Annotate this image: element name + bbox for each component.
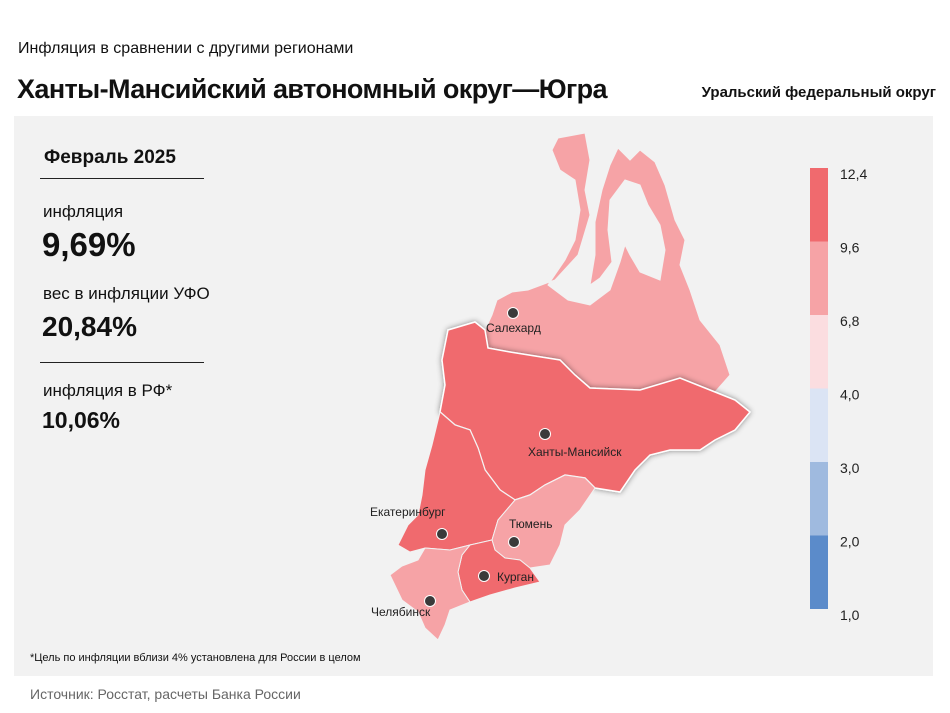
page-title: Ханты-Мансийский автономный округ—Югра [17, 74, 608, 104]
city-label-ekb: Екатеринбург [370, 505, 446, 519]
legend-swatch [810, 315, 828, 389]
federal-district-label: Уральский федеральный округ [701, 84, 936, 101]
color-legend: 12,4 9,6 6,8 4,0 3,0 2,0 1,0 [810, 166, 867, 623]
divider-top [40, 178, 204, 179]
city-marker-tyumen [508, 536, 520, 548]
legend-swatch [810, 388, 828, 462]
city-label-tyumen: Тюмень [509, 517, 552, 531]
legend-swatch [810, 535, 828, 609]
region-chelyabinsk [389, 544, 472, 641]
city-markers: Салехард Ханты-Мансийск Екатеринбург Тюмень… [370, 307, 622, 619]
weight-label: вес в инфляции УФО [43, 284, 210, 303]
weight-value: 20,84% [42, 311, 137, 342]
legend-tick-label: 2,0 [840, 534, 860, 550]
legend-tick-label: 6,8 [840, 313, 860, 329]
divider-bottom [40, 362, 204, 363]
city-label-khanty: Ханты-Мансийск [528, 445, 622, 459]
rf-inflation-label: инфляция в РФ* [43, 381, 173, 400]
source-note: Источник: Росстат, расчеты Банка России [30, 686, 301, 702]
city-marker-salekhard [507, 307, 519, 319]
legend-swatch [810, 241, 828, 315]
rf-inflation-value: 10,06% [42, 407, 121, 433]
chart-subtitle: Инфляция в сравнении с другими регионами [18, 40, 354, 57]
footnote: *Цель по инфляции вблизи 4% установлена … [30, 652, 361, 664]
city-label-kurgan: Курган [497, 570, 534, 584]
city-marker-khanty [539, 428, 551, 440]
legend-tick-label: 4,0 [840, 387, 860, 403]
legend-tick-label: 9,6 [840, 240, 860, 256]
inflation-label: инфляция [43, 202, 124, 221]
city-marker-kurgan [478, 570, 490, 582]
legend-tick-label: 1,0 [840, 607, 860, 623]
city-label-salekhard: Салехард [486, 321, 541, 335]
period-label: Февраль 2025 [44, 147, 176, 168]
city-marker-chel [424, 595, 436, 607]
legend-swatch [810, 462, 828, 536]
legend-tick-label: 3,0 [840, 460, 860, 476]
legend-tick-label: 12,4 [840, 166, 867, 182]
legend-swatch [810, 168, 828, 242]
region-yanao [484, 132, 731, 393]
inflation-value: 9,69% [42, 226, 136, 263]
city-marker-ekb [436, 528, 448, 540]
city-label-chel: Челябинск [371, 605, 431, 619]
